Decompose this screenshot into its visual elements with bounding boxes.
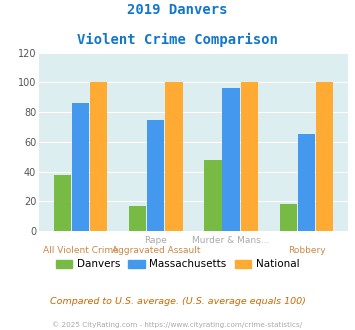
Text: Murder & Mans...: Murder & Mans...: [192, 236, 270, 245]
Bar: [165, 82, 182, 231]
Bar: [204, 160, 222, 231]
Bar: [90, 82, 107, 231]
Text: Violent Crime Comparison: Violent Crime Comparison: [77, 33, 278, 47]
Bar: [241, 82, 258, 231]
Bar: [316, 82, 333, 231]
Bar: [72, 103, 89, 231]
Legend: Danvers, Massachusetts, National: Danvers, Massachusetts, National: [51, 255, 304, 274]
Bar: [223, 88, 240, 231]
Bar: [54, 175, 71, 231]
Text: 2019 Danvers: 2019 Danvers: [127, 3, 228, 17]
Text: Rape: Rape: [144, 236, 167, 245]
Text: Aggravated Assault: Aggravated Assault: [111, 246, 200, 255]
Bar: [129, 206, 146, 231]
Text: All Violent Crime: All Violent Crime: [43, 246, 118, 255]
Bar: [298, 134, 315, 231]
Bar: [147, 119, 164, 231]
Text: Robbery: Robbery: [288, 246, 325, 255]
Text: © 2025 CityRating.com - https://www.cityrating.com/crime-statistics/: © 2025 CityRating.com - https://www.city…: [53, 322, 302, 328]
Bar: [280, 204, 297, 231]
Text: Compared to U.S. average. (U.S. average equals 100): Compared to U.S. average. (U.S. average …: [50, 297, 305, 306]
